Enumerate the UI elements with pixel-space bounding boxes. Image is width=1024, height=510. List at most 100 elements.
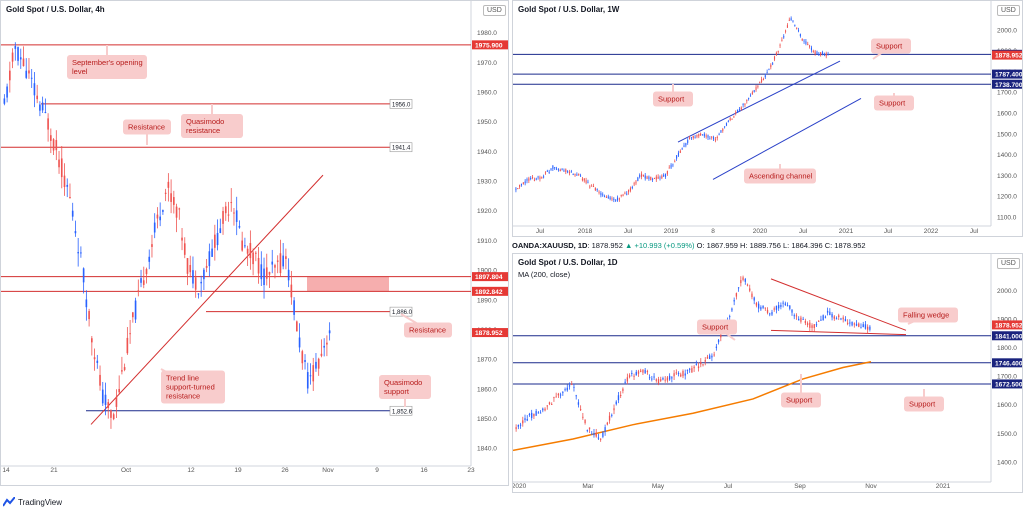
h4-candle-body — [265, 267, 268, 279]
d1-candle-body — [635, 371, 637, 376]
d1-candle-body — [851, 321, 853, 326]
d1-candle-body — [617, 395, 620, 401]
d1-candle-body — [735, 293, 738, 297]
d1-candle-body — [588, 427, 591, 430]
d1-callout-text: Support — [909, 400, 936, 409]
currency-badge-weekly[interactable]: USD — [997, 5, 1020, 16]
w1-y-tick-label: 1700.0 — [997, 90, 1017, 97]
h4-candle-body — [93, 357, 96, 360]
d1-candle-body — [720, 334, 722, 338]
d1-candle-body — [829, 311, 831, 315]
h4-candle-body — [183, 243, 186, 255]
panel-daily-chart[interactable]: 1400.0 1500.0 1600.0 1700.0 1800.0 1900.0 2000… — [512, 253, 1023, 493]
d1-candle-body — [731, 308, 733, 311]
d1-candle-body — [717, 339, 720, 343]
w1-candle-body — [517, 188, 519, 190]
w1-candle-body — [666, 171, 668, 174]
d1-y-tick-label: 2000.0 — [997, 288, 1017, 295]
w1-candle-body — [796, 27, 798, 29]
w1-candle-body — [674, 161, 676, 163]
h4-candle-body — [19, 57, 22, 60]
h4-candle-body — [91, 338, 93, 343]
d1-candle-body — [559, 394, 562, 396]
h4-y-tick-label: 1860.0 — [477, 386, 497, 393]
h4-candle-body — [205, 265, 208, 268]
h4-candle-body — [77, 252, 79, 254]
h4-candle-body — [224, 206, 227, 214]
d1-candle-body — [789, 305, 791, 309]
d1-candle-body — [800, 317, 802, 322]
w1-candle-body — [539, 177, 541, 180]
panel-4h-chart[interactable]: 1840.01850.01860.01870.01880.01890.01900… — [0, 0, 509, 486]
d1-candle-body — [713, 354, 715, 356]
w1-x-tick-label: 2020 — [753, 228, 768, 235]
h4-x-tick-label: 12 — [187, 467, 195, 474]
h4-candle-body — [244, 245, 246, 247]
d1-candle-body — [840, 318, 842, 320]
w1-candle-body — [775, 52, 777, 55]
h4-callout-text: resistance — [186, 126, 220, 135]
d1-candle-body — [675, 372, 677, 374]
w1-candle-body — [744, 104, 746, 106]
d1-candle-body — [795, 315, 798, 317]
h4-callout-box — [67, 55, 147, 79]
d1-candle-body — [711, 355, 713, 358]
w1-candle-body — [526, 179, 528, 181]
currency-badge-4h[interactable]: USD — [483, 5, 506, 16]
d1-candle-body — [842, 317, 844, 320]
d1-y-tick-label: 1600.0 — [997, 402, 1017, 409]
h4-candle-body — [74, 231, 77, 234]
h4-candle-body — [320, 353, 323, 356]
w1-candle-body — [550, 168, 552, 170]
h4-candle-body — [101, 389, 104, 404]
w1-candle-body — [607, 196, 609, 198]
h4-candle-body — [33, 83, 36, 96]
w1-candle-body — [733, 116, 735, 118]
w1-candle-body — [696, 134, 698, 137]
d1-candle-body — [622, 388, 624, 391]
h4-y-tick-label: 1840.0 — [477, 446, 497, 453]
h4-candle-body — [88, 311, 90, 320]
w1-candle-body — [770, 64, 772, 68]
d1-candle-body — [866, 326, 869, 330]
d1-candle-body — [682, 370, 684, 377]
w1-price-tag-label: 1878.952 — [995, 53, 1023, 60]
d1-candle-body — [849, 322, 851, 324]
h4-candle-body — [96, 360, 99, 363]
w1-candle-body — [812, 50, 814, 52]
h4-candle-body — [301, 351, 304, 364]
d1-y-tick-label: 1800.0 — [997, 345, 1017, 352]
d1-candle-body — [660, 379, 662, 381]
d1-candle-body — [782, 302, 784, 304]
h4-level-label: 1956.0 — [392, 102, 411, 108]
h4-level-label-box — [389, 142, 413, 153]
d1-candle-body — [757, 303, 760, 309]
d1-candle-body — [548, 402, 551, 405]
w1-candle-body — [740, 107, 742, 110]
h4-candle-body — [148, 256, 151, 262]
w1-candle-body — [565, 169, 567, 173]
panel-weekly-chart[interactable]: 1100.0 1200.0 1300.0 1400.0 1500.0 1600.0 1700… — [512, 0, 1023, 237]
w1-callout-text: Ascending channel — [749, 172, 813, 181]
d1-candle-body — [564, 389, 566, 391]
w1-candle-body — [556, 168, 558, 170]
d1-callout-text: Support — [702, 323, 729, 332]
d1-candle-body — [537, 412, 540, 414]
d1-candle-body — [531, 412, 533, 418]
w1-candle-body — [766, 72, 768, 74]
d1-candle-body — [702, 364, 704, 366]
d1-candle-body — [831, 314, 833, 318]
h4-candle-body — [276, 260, 279, 262]
d1-candle-body — [820, 319, 822, 321]
w1-candle-body — [613, 198, 615, 200]
w1-candle-body — [598, 191, 600, 193]
w1-candle-body — [707, 135, 709, 138]
h4-y-tick-label: 1940.0 — [477, 149, 497, 156]
h4-candle-body — [312, 365, 315, 382]
currency-badge-daily[interactable]: USD — [997, 258, 1020, 269]
d1-candle-body — [733, 299, 735, 302]
h4-candle-body — [257, 257, 260, 274]
d1-candle-body — [637, 371, 640, 374]
w1-candle-body — [777, 51, 779, 53]
tradingview-logo[interactable]: TradingView — [3, 496, 62, 508]
